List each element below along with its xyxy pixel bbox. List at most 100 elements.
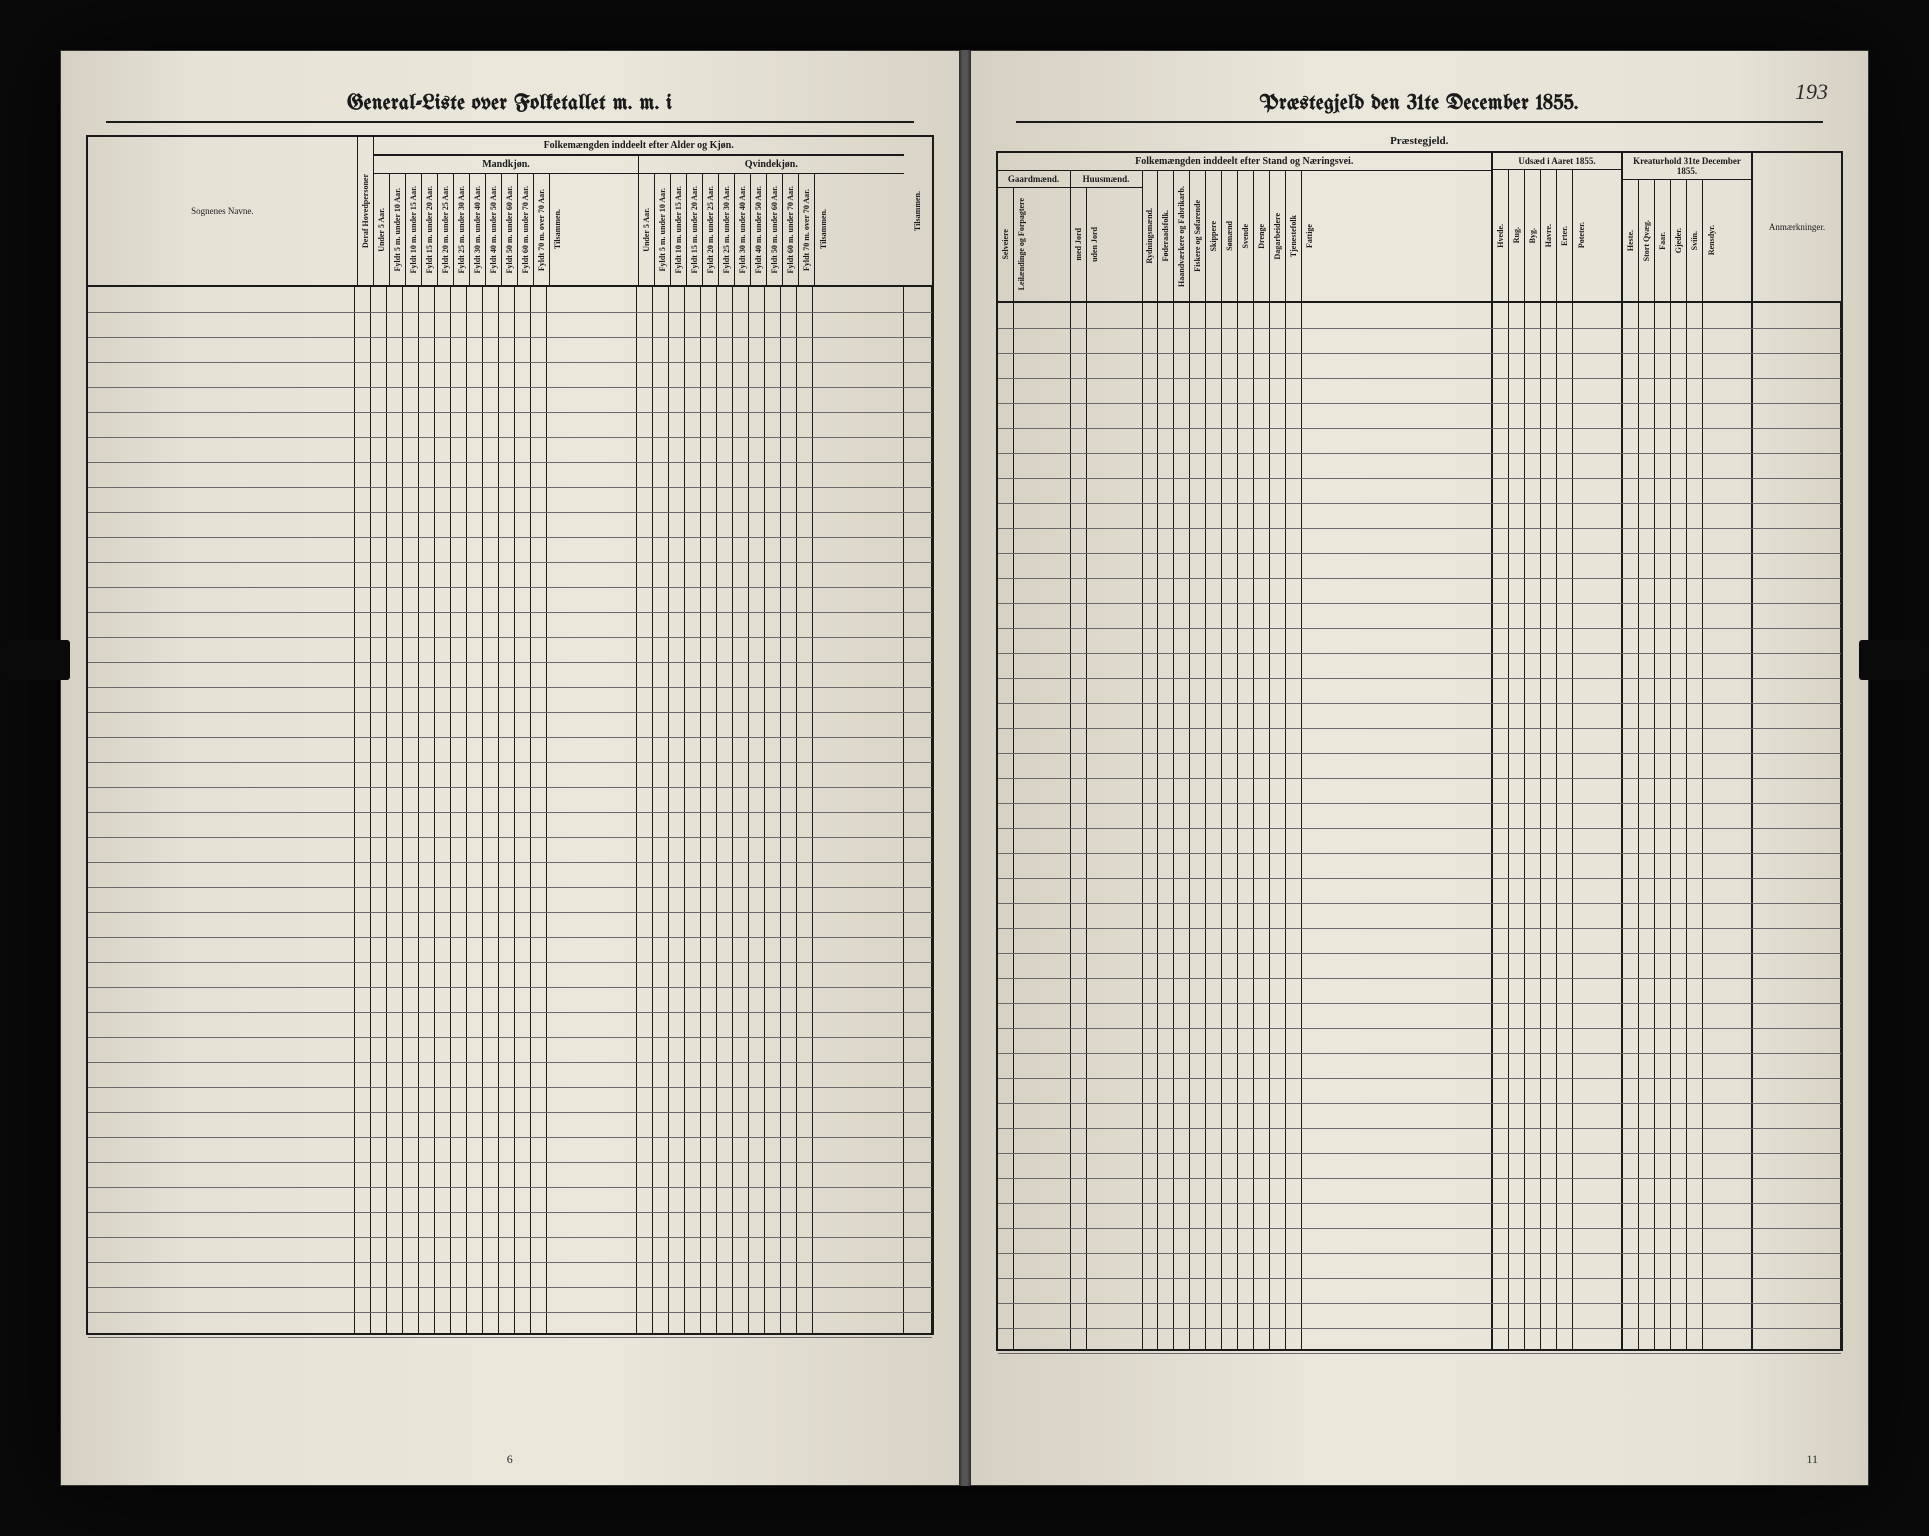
occ-9: Sømænd	[1225, 221, 1234, 251]
group-qvindekjon: Qvindekjøn. Under 5 Aar. Fyldt 5 m. unde…	[638, 156, 903, 285]
ud-3: Havre.	[1544, 224, 1553, 247]
ud-0: Hvede.	[1496, 224, 1505, 248]
group-mandkjon: Mandkjøn. Under 5 Aar. Fyldt 5 m. under …	[374, 156, 638, 285]
kr-1: Stort Qvæg.	[1642, 220, 1651, 261]
label-qvindekjon: Qvindekjøn.	[639, 156, 903, 174]
m-age-11: Tilsammen.	[553, 209, 562, 249]
title-rule-left	[106, 121, 914, 123]
label-kreatur: Kreaturhold 31te December 1855.	[1623, 153, 1751, 180]
occ-7: Fiskere og Søfarende	[1193, 200, 1202, 272]
occ-12: Dagarbeidere	[1273, 213, 1282, 260]
ud-5: Poteter.	[1577, 222, 1586, 248]
label-tilsammen: Tilsammen.	[913, 191, 922, 231]
q-age-2: Fyldt 10 m. under 15 Aar.	[674, 186, 683, 273]
occ-4: Rydningsmænd.	[1145, 208, 1154, 264]
section-label-age: Folkemængden inddeelt efter Alder og Kjø…	[374, 137, 904, 155]
occ-6: Haandværkere og Fabrikarb.	[1177, 186, 1186, 287]
q-age-11: Tilsammen.	[819, 209, 828, 249]
m-age-0: Under 5 Aar.	[377, 208, 386, 252]
q-age-0: Under 5 Aar.	[642, 208, 651, 252]
q-age-10: Fyldt 70 m. over 70 Aar.	[802, 189, 811, 271]
occ-3: uden Jord	[1090, 227, 1099, 262]
right-page: 193 Præstegjeld den 31te December 1855. …	[971, 50, 1870, 1486]
kr-5: Rensdyr.	[1707, 225, 1716, 255]
right-page-title: Præstegjeld den 31te December 1855.	[996, 94, 1844, 115]
col-anmaerk: Anmærkninger.	[1751, 153, 1841, 301]
kr-3: Gjeder.	[1674, 228, 1683, 253]
m-age-2: Fyldt 10 m. under 15 Aar.	[409, 186, 418, 273]
super-udsaed: Udsæd i Aaret 1855. Hvede. Rug. Byg. Hav…	[1491, 153, 1621, 301]
kr-4: Sviin.	[1690, 231, 1699, 250]
label-gaardmaend: Gaardmænd.	[998, 171, 1070, 188]
kr-2: Faar.	[1658, 232, 1667, 250]
m-age-8: Fyldt 50 m. under 60 Aar.	[505, 186, 514, 273]
book-spread: General-Liste over Folketallet m. m. i S…	[60, 50, 1869, 1486]
right-subtitle: Præstegjeld.	[996, 135, 1844, 147]
body-sognenes	[88, 287, 355, 1333]
right-footer-num: 11	[1806, 1452, 1818, 1467]
q-age-7: Fyldt 40 m. under 50 Aar.	[754, 186, 763, 273]
q-age-9: Fyldt 60 m. under 70 Aar.	[786, 186, 795, 273]
occ-8: Skippere	[1209, 221, 1218, 252]
label-mandkjon: Mandkjøn.	[374, 156, 638, 174]
section-label-stand: Folkemængden inddeelt efter Stand og Nær…	[998, 153, 1492, 171]
body-ages	[371, 287, 904, 1333]
q-age-8: Fyldt 50 m. under 60 Aar.	[770, 186, 779, 273]
body-tilsammen	[904, 287, 932, 1333]
q-age-1: Fyldt 5 m. under 10 Aar.	[658, 188, 667, 271]
m-age-6: Fyldt 30 m. under 40 Aar.	[473, 186, 482, 273]
m-age-4: Fyldt 20 m. under 25 Aar.	[441, 186, 450, 273]
right-header: Folkemængden inddeelt efter Stand og Nær…	[998, 153, 1842, 303]
col-tilsammen: Tilsammen.	[904, 137, 932, 285]
binder-clip-right	[1859, 640, 1929, 680]
kr-0: Heste.	[1626, 230, 1635, 251]
occ-1: Leilændinge og Forpagtere	[1017, 198, 1026, 290]
left-page: General-Liste over Folketallet m. m. i S…	[60, 50, 959, 1486]
occ-14: Fattige	[1305, 224, 1314, 248]
qvindekjon-cols: Under 5 Aar. Fyldt 5 m. under 10 Aar. Fy…	[639, 174, 903, 285]
mandkjon-cols: Under 5 Aar. Fyldt 5 m. under 10 Aar. Fy…	[374, 174, 638, 285]
m-age-7: Fyldt 40 m. under 50 Aar.	[489, 186, 498, 273]
super-kreatur: Kreaturhold 31te December 1855. Heste. S…	[1621, 153, 1751, 301]
occ-13: Tjenestefolk	[1289, 215, 1298, 257]
label-sognenes: Sognenes Navne.	[191, 206, 254, 216]
label-udsaed: Udsæd i Aaret 1855.	[1493, 153, 1621, 170]
m-age-9: Fyldt 60 m. under 70 Aar.	[521, 186, 530, 273]
occ-5: Føderaadsfolk.	[1161, 210, 1170, 261]
col-sognenes: Sognenes Navne.	[88, 137, 358, 285]
binder-clip-left	[0, 640, 70, 680]
super-stand: Folkemængden inddeelt efter Stand og Nær…	[998, 153, 1492, 301]
q-age-5: Fyldt 25 m. under 30 Aar.	[722, 186, 731, 273]
m-age-1: Fyldt 5 m. under 10 Aar.	[393, 188, 402, 271]
page-number: 193	[1795, 79, 1828, 105]
col-vert-1: Deraf Hovedpersoner	[358, 137, 374, 285]
body-v1	[355, 287, 371, 1333]
left-footer-num: 6	[507, 1452, 513, 1467]
left-page-title: General-Liste over Folketallet m. m. i	[86, 94, 934, 115]
super-mandkjon: Folkemængden inddeelt efter Alder og Kjø…	[374, 137, 904, 285]
left-ledger: Sognenes Navne. Deraf Hovedpersoner Folk…	[86, 135, 934, 1335]
group-gaardmaend: Gaardmænd. Selveiere Leilændinge og Forp…	[998, 171, 1070, 301]
m-age-3: Fyldt 15 m. under 20 Aar.	[425, 186, 434, 273]
body-anmaerk	[1751, 303, 1841, 1349]
m-age-5: Fyldt 25 m. under 30 Aar.	[457, 186, 466, 273]
q-age-4: Fyldt 20 m. under 25 Aar.	[706, 186, 715, 273]
right-ledger: Folkemængden inddeelt efter Stand og Nær…	[996, 151, 1844, 1351]
group-huusmaend: Huusmænd. med Jord uden Jord	[1070, 171, 1142, 301]
q-age-3: Fyldt 15 m. under 20 Aar.	[690, 186, 699, 273]
book-gutter	[959, 50, 971, 1486]
left-body	[88, 287, 932, 1333]
occ-2: med Jord	[1074, 228, 1083, 261]
label-anmaerk: Anmærkninger.	[1769, 222, 1825, 232]
left-header: Sognenes Navne. Deraf Hovedpersoner Folk…	[88, 137, 932, 287]
q-age-6: Fyldt 30 m. under 40 Aar.	[738, 186, 747, 273]
occ-11: Drenge	[1257, 224, 1266, 249]
ud-4: Erter.	[1560, 226, 1569, 246]
occ-10: Svende	[1241, 224, 1250, 248]
m-age-10: Fyldt 70 m. over 70 Aar.	[537, 189, 546, 271]
label-huusmaend: Huusmænd.	[1071, 171, 1142, 188]
title-rule-right	[1016, 121, 1824, 123]
ud-1: Rug.	[1512, 227, 1521, 243]
right-body	[998, 303, 1842, 1349]
ud-2: Byg.	[1528, 228, 1537, 243]
